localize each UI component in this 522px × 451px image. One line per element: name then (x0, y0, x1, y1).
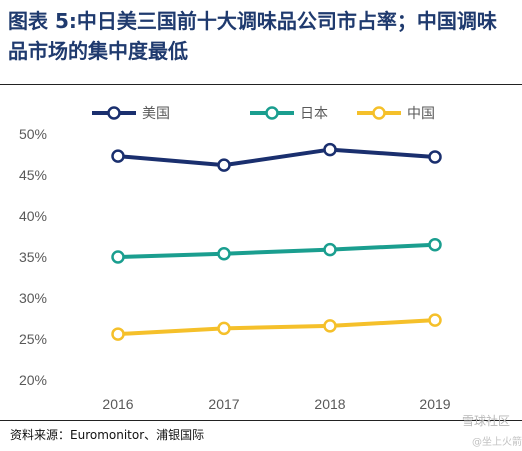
series-line (117, 147, 436, 168)
legend-label: 中国 (407, 106, 435, 122)
title-text: :中日美三国前十大调味品公司市占率；中国调味品市场的集中度最低 (8, 9, 497, 63)
legend-marker (265, 106, 279, 120)
data-point (111, 327, 125, 341)
data-point (428, 313, 442, 327)
figure-number: 图表 5 (8, 9, 69, 33)
bottom-divider (0, 420, 522, 421)
source-note: 资料来源：Euromonitor、浦银国际 (10, 428, 205, 442)
data-point (217, 158, 231, 172)
series-line (117, 242, 436, 259)
watermark-platform: 雪球社区 (462, 414, 511, 428)
x-tick-label: 2017 (208, 396, 239, 412)
legend-label: 美国 (142, 106, 170, 122)
y-tick-label: 45% (19, 167, 47, 183)
chart-title: 图表 5:中日美三国前十大调味品公司市占率；中国调味品市场的集中度最低 (8, 6, 516, 66)
y-tick-label: 50% (19, 126, 47, 142)
top-divider (0, 84, 522, 85)
watermark-user: @坐上火箭 (472, 437, 522, 448)
x-tick-label: 2019 (419, 396, 450, 412)
x-tick-label: 2018 (314, 396, 345, 412)
data-point (111, 250, 125, 264)
data-point (323, 142, 337, 157)
data-point (323, 319, 337, 333)
y-tick-label: 25% (19, 331, 47, 347)
y-tick-label: 30% (19, 290, 47, 306)
y-tick-label: 20% (19, 372, 47, 388)
data-point (428, 237, 442, 252)
data-point (217, 246, 231, 261)
legend-marker (372, 106, 386, 120)
y-tick-label: 40% (19, 208, 47, 224)
legend-marker (107, 106, 121, 120)
data-point (111, 149, 125, 163)
legend-label: 日本 (300, 106, 328, 122)
x-tick-label: 2016 (102, 396, 133, 412)
y-tick-label: 35% (19, 249, 47, 265)
data-point (428, 150, 442, 164)
series-line (117, 318, 436, 337)
data-point (323, 242, 337, 257)
data-point (217, 321, 231, 336)
